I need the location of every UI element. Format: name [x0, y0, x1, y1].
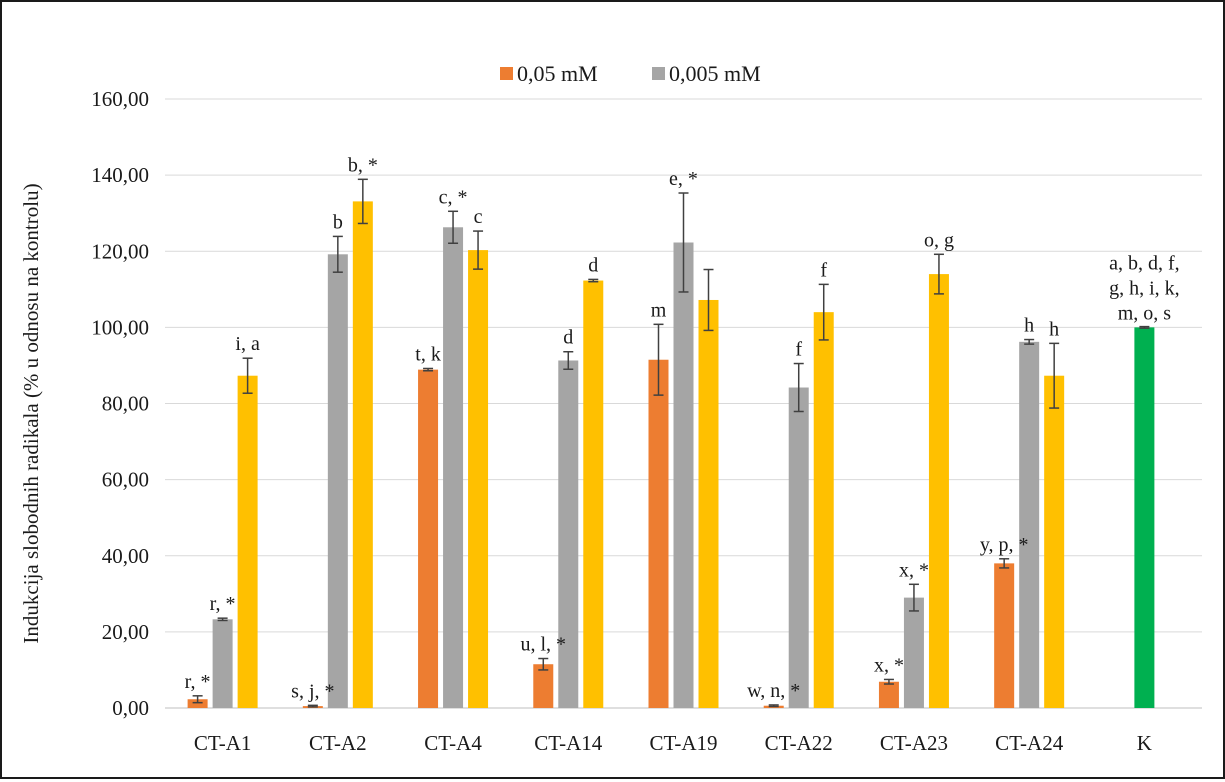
- data-label: h: [1049, 318, 1059, 340]
- data-label: y, p, *: [980, 534, 1029, 556]
- data-label: w, n, *: [747, 680, 800, 702]
- bar: [994, 563, 1015, 708]
- y-tick-label: 40,00: [102, 544, 149, 568]
- bar: [1019, 341, 1040, 708]
- data-label: x, *: [874, 654, 904, 676]
- x-tick-label: CT-A2: [309, 731, 367, 755]
- bar: [418, 369, 439, 708]
- data-label: a, b, d, f,: [1109, 252, 1180, 274]
- data-label: o, g: [924, 229, 954, 251]
- bars: [187, 201, 1155, 709]
- y-axis-title: Indukcija slobodnih radikala (% u odnosu…: [19, 183, 43, 643]
- x-tick-label: K: [1137, 731, 1152, 755]
- bar: [558, 360, 579, 708]
- y-tick-label: 60,00: [102, 468, 149, 492]
- bar: [327, 254, 348, 709]
- data-label: g, h, i, k,: [1109, 277, 1180, 299]
- bar: [533, 664, 554, 708]
- data-label: s, j, *: [291, 680, 334, 702]
- data-label: t, k: [415, 343, 441, 365]
- bar: [443, 227, 464, 708]
- bar: [878, 681, 899, 708]
- x-tick-label: CT-A4: [424, 731, 482, 755]
- data-label: m: [651, 299, 667, 321]
- x-tick-label: CT-A24: [995, 731, 1064, 755]
- y-tick-label: 100,00: [91, 315, 149, 339]
- data-label: b: [333, 211, 343, 233]
- y-tick-label: 160,00: [91, 87, 149, 111]
- bar: [468, 250, 489, 708]
- data-label: r, *: [210, 593, 236, 615]
- data-label: r, *: [185, 671, 211, 693]
- y-tick-label: 140,00: [91, 163, 149, 187]
- legend-swatch: [500, 67, 513, 80]
- bar: [673, 242, 694, 709]
- bar: [187, 699, 208, 708]
- y-tick-label: 20,00: [102, 620, 149, 644]
- data-label: e, *: [669, 168, 698, 190]
- data-label: c: [474, 206, 483, 228]
- bar: [813, 312, 834, 708]
- y-tick-label: 0,00: [112, 696, 149, 720]
- bar: [928, 274, 949, 708]
- error-bars: [192, 178, 1150, 708]
- data-label: i, a: [235, 333, 260, 355]
- bar: [352, 201, 373, 708]
- x-tick-label: CT-A19: [649, 731, 717, 755]
- x-tick-label: CT-A22: [765, 731, 833, 755]
- bar: [212, 619, 233, 708]
- data-label: m, o, s: [1118, 302, 1172, 324]
- x-tick-label: CT-A14: [534, 731, 603, 755]
- data-label: h: [1024, 315, 1034, 337]
- bar: [1044, 375, 1065, 708]
- y-axis-ticks: 0,00 20,00 40,00 60,00 80,00 100,00 120,00 140,…: [91, 87, 149, 720]
- data-label: b, *: [348, 154, 378, 176]
- data-label: x, *: [899, 559, 929, 581]
- y-tick-label: 80,00: [102, 392, 149, 416]
- x-axis-ticks: CT-A1 CT-A2 CT-A4 CT-A14 CT-A19 CT-A22 CT-A23 C…: [194, 731, 1152, 755]
- data-label: d: [588, 254, 598, 276]
- bar: [583, 280, 604, 708]
- bar: [903, 597, 924, 708]
- bar: [1134, 327, 1155, 708]
- legend-label: 0,05 mM: [517, 61, 598, 86]
- bar: [698, 299, 719, 708]
- data-label: c, *: [439, 186, 468, 208]
- data-label: d: [563, 327, 573, 349]
- x-tick-label: CT-A1: [194, 731, 252, 755]
- data-label: u, l, *: [520, 634, 566, 656]
- legend: 0,05 mM 0,005 mM: [500, 61, 761, 86]
- bar: [648, 359, 669, 708]
- data-label: f: [820, 259, 827, 281]
- legend-label: 0,005 mM: [669, 61, 761, 86]
- bar: [237, 375, 258, 708]
- x-tick-label: CT-A23: [880, 731, 948, 755]
- legend-swatch: [652, 67, 665, 80]
- bar: [788, 387, 809, 708]
- y-tick-label: 120,00: [91, 239, 149, 263]
- data-labels: r, * s, j, * t, k u, l, * m w, n, * x, * y, p, …: [185, 154, 1180, 702]
- data-label: f: [795, 339, 802, 361]
